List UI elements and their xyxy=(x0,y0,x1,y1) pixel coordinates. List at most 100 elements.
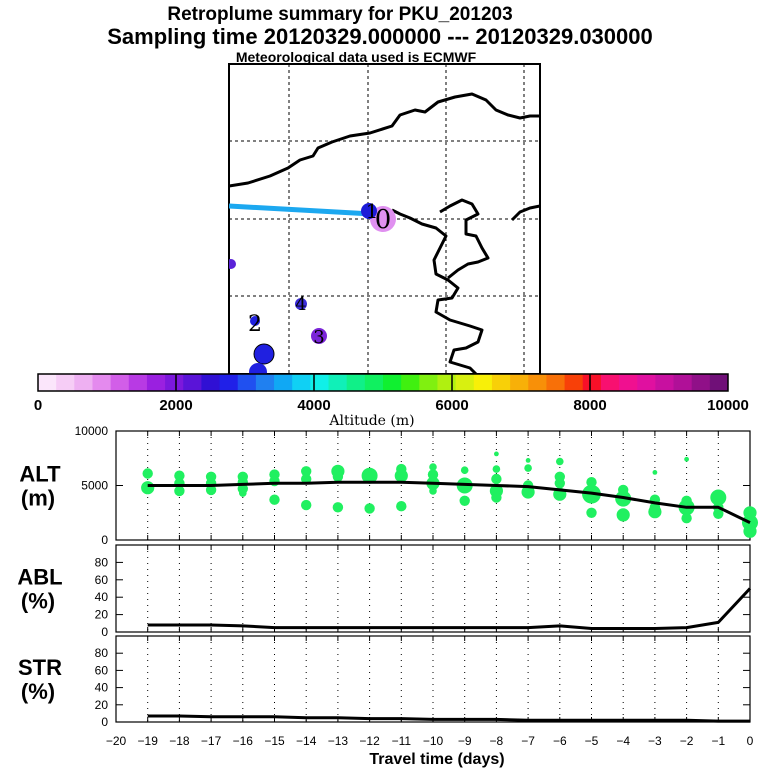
x-tick-label: −2 xyxy=(680,734,694,748)
map-borders xyxy=(229,92,540,374)
trajectory-track xyxy=(229,203,373,217)
marker-label-3: 3 xyxy=(313,327,324,348)
altitude-point xyxy=(394,469,408,483)
panel-alt: 10000 5000 0 ALT(m) xyxy=(19,424,758,547)
colorbar-title: Altitude (m) xyxy=(328,413,414,429)
y-tick-label: 80 xyxy=(95,646,109,660)
altitude-point xyxy=(429,487,437,495)
panel-unit-alt: (m) xyxy=(21,486,55,511)
title-line-3: Meteorological data used is ECMWF xyxy=(236,49,477,65)
colorbar-cell xyxy=(419,374,438,391)
altitude-point xyxy=(586,507,597,518)
y-tick-label: 20 xyxy=(95,608,109,622)
colorbar-cell xyxy=(346,374,366,391)
colorbar-cell xyxy=(183,374,202,391)
plume-marker-5b xyxy=(249,363,267,374)
colorbar-cell xyxy=(655,374,675,391)
y-tick-label: 0 xyxy=(101,533,108,547)
altitude-point xyxy=(743,524,757,538)
plume-marker-2 xyxy=(250,316,260,326)
marker-label-0: 0 xyxy=(375,205,392,235)
altitude-point xyxy=(521,485,535,499)
marker-label-1: 1 xyxy=(366,199,379,223)
altitude-point xyxy=(616,508,630,522)
marker-label-2: 2 xyxy=(248,312,262,337)
plume-marker-5a xyxy=(253,343,275,365)
colorbar-cell xyxy=(383,374,402,391)
colorbar-cell xyxy=(165,374,184,391)
colorbar-cell xyxy=(128,374,148,391)
colorbar-cell xyxy=(292,374,311,391)
colorbar-cell xyxy=(637,374,656,391)
colorbar-cell xyxy=(274,374,293,391)
colorbar-tick-label: 2000 xyxy=(159,397,192,414)
altitude-point xyxy=(652,470,658,475)
x-tick-label: −3 xyxy=(648,734,662,748)
altitude-point xyxy=(332,502,344,513)
panel-unit-abl: (%) xyxy=(21,589,55,614)
colorbar-cell xyxy=(473,374,493,391)
y-tick-label: 10000 xyxy=(75,424,109,438)
y-tick-label: 60 xyxy=(95,573,109,587)
altitude-point xyxy=(301,466,312,477)
x-tick-label: −7 xyxy=(521,734,535,748)
x-tick-label: 0 xyxy=(747,734,754,748)
plume-marker-3 xyxy=(311,328,327,344)
altitude-point xyxy=(429,463,437,471)
altitude-point xyxy=(301,499,312,511)
altitude-point xyxy=(301,473,312,485)
altitude-point xyxy=(586,477,597,488)
colorbar-cell xyxy=(510,374,529,391)
colorbar-tick-label: 8000 xyxy=(573,397,606,414)
colorbar-cell xyxy=(38,374,57,391)
colorbar-tick-label: 6000 xyxy=(435,397,468,414)
x-tick-label: −20 xyxy=(106,734,127,748)
y-tick-label: 60 xyxy=(95,663,109,677)
colorbar-cell xyxy=(110,374,130,391)
colorbar-cell xyxy=(310,374,330,391)
altitude-point xyxy=(684,456,689,462)
altitude-point xyxy=(459,495,470,506)
y-tick-label: 40 xyxy=(95,681,109,695)
x-tick-label: −14 xyxy=(296,734,317,748)
colorbar-cell xyxy=(437,374,457,391)
colorbar-cell xyxy=(546,374,566,391)
altitude-point xyxy=(269,494,280,505)
colorbar-cell xyxy=(582,374,602,391)
x-tick-label: −9 xyxy=(458,734,472,748)
colorbar-tick-label: 4000 xyxy=(297,397,330,414)
altitude-point xyxy=(396,501,407,512)
panel-unit-str: (%) xyxy=(21,679,55,704)
altitude-point xyxy=(713,508,724,519)
y-tick-label: 0 xyxy=(101,715,108,729)
colorbar-cell xyxy=(237,374,257,391)
altitude-point xyxy=(494,451,499,457)
altitude-point xyxy=(332,471,344,482)
altitude-point xyxy=(174,485,185,497)
x-tick-label: −18 xyxy=(169,734,190,748)
colorbar-cell xyxy=(709,374,729,391)
x-tick-label: −16 xyxy=(233,734,254,748)
colorbar-cell xyxy=(491,374,511,391)
mean-altitude-line xyxy=(147,480,751,524)
colorbar-cell xyxy=(673,374,693,391)
colorbar-cell xyxy=(146,374,166,391)
plume-marker-1 xyxy=(361,203,377,219)
panel-label-alt: ALT xyxy=(19,462,61,487)
colorbar-cell xyxy=(92,374,112,391)
x-tick-label: −13 xyxy=(328,734,349,748)
altitude-point xyxy=(141,481,155,495)
colorbar-cell xyxy=(255,374,275,391)
panel-abl: 80 60 40 20 0 ABL(%) xyxy=(17,544,752,639)
colorbar-cell xyxy=(455,374,475,391)
fraction-line xyxy=(147,714,750,723)
panel-label-str: STR xyxy=(18,655,62,680)
x-tick-label: −11 xyxy=(392,734,412,748)
colorbar-cell xyxy=(528,374,547,391)
altitude-point xyxy=(648,505,662,519)
colorbar-tick-label: 10000 xyxy=(707,397,749,414)
colorbar-cell xyxy=(74,374,93,391)
fraction-line xyxy=(147,587,752,630)
